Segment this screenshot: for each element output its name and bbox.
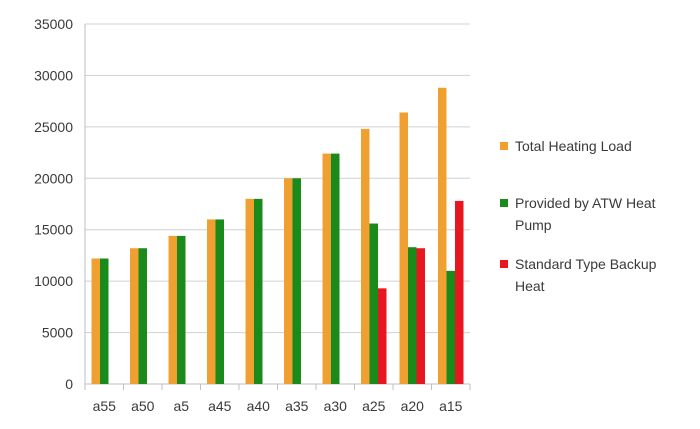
bar-provided-by-atw-heat-pump-a45 <box>215 219 224 384</box>
bar-total-heating-load-a5 <box>168 235 177 384</box>
x-tick-label: a40 <box>247 398 271 414</box>
bar-total-heating-load-a45 <box>207 219 216 384</box>
bar-total-heating-load-a55 <box>91 258 100 384</box>
legend-swatch <box>500 260 508 268</box>
bar-total-heating-load-a30 <box>322 153 331 384</box>
y-tick-label: 5000 <box>42 325 73 341</box>
x-tick-label: a25 <box>362 398 386 414</box>
bar-total-heating-load-a35 <box>284 178 293 384</box>
y-tick-label: 30000 <box>34 67 73 83</box>
x-tick-labels: a55 a50 a5 a45 a40 a35 a30 a25 a20 a15 <box>93 398 463 414</box>
legend: Total Heating Load Provided by ATW Heat Pu… <box>500 138 657 294</box>
x-tick-label: a45 <box>208 398 232 414</box>
legend-label: Heat <box>515 278 545 294</box>
bar-standard-type-backup-heat-a15 <box>455 200 464 384</box>
x-tick-label: a20 <box>401 398 425 414</box>
bar-provided-by-atw-heat-pump-a30 <box>331 153 340 384</box>
x-tick-label: a55 <box>93 398 117 414</box>
bar-total-heating-load-a40 <box>245 198 254 384</box>
y-tick-label: 15000 <box>34 222 73 238</box>
y-tick-label: 25000 <box>34 119 73 135</box>
x-tick-label: a5 <box>173 398 189 414</box>
bar-total-heating-load-a25 <box>361 128 370 384</box>
bar-provided-by-atw-heat-pump-a20 <box>408 247 417 384</box>
bar-total-heating-load-a50 <box>130 248 139 384</box>
legend-label: Provided by ATW Heat <box>515 195 656 211</box>
x-tick-label: a50 <box>131 398 155 414</box>
x-tick-label: a35 <box>285 398 309 414</box>
bar-provided-by-atw-heat-pump-a55 <box>100 258 109 384</box>
bar-provided-by-atw-heat-pump-a40 <box>254 198 263 384</box>
bar-provided-by-atw-heat-pump-a50 <box>138 248 147 384</box>
bar-provided-by-atw-heat-pump-a25 <box>369 223 378 384</box>
y-tick-label: 0 <box>65 376 73 392</box>
bar-provided-by-atw-heat-pump-a15 <box>446 270 455 384</box>
bar-standard-type-backup-heat-a20 <box>416 248 425 384</box>
legend-label: Pump <box>515 217 552 233</box>
x-tick-label: a30 <box>324 398 348 414</box>
bar-standard-type-backup-heat-a25 <box>378 288 387 384</box>
y-tick-label: 10000 <box>34 273 73 289</box>
legend-swatch <box>500 142 508 150</box>
x-tick-label: a15 <box>439 398 463 414</box>
legend-swatch <box>500 199 508 207</box>
bar-total-heating-load-a20 <box>399 112 408 384</box>
bar-total-heating-load-a15 <box>438 87 447 385</box>
bar-provided-by-atw-heat-pump-a35 <box>292 178 301 384</box>
gridlines <box>85 23 470 334</box>
legend-label: Total Heating Load <box>515 138 632 154</box>
bars <box>91 87 464 385</box>
y-tick-label: 35000 <box>34 16 73 32</box>
y-tick-label: 20000 <box>34 170 73 186</box>
legend-label: Standard Type Backup <box>515 256 657 272</box>
y-tick-labels: 0 5000 10000 15000 20000 25000 30000 35000 <box>34 16 73 392</box>
bar-provided-by-atw-heat-pump-a5 <box>177 235 186 384</box>
